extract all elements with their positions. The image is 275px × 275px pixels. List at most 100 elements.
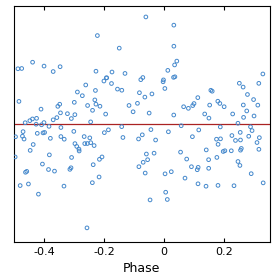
- Point: [218, 125, 222, 129]
- Point: [245, 92, 250, 97]
- Point: [196, 182, 200, 186]
- Point: [195, 167, 199, 172]
- Point: [26, 182, 31, 186]
- Point: [104, 76, 109, 80]
- Point: [175, 59, 179, 63]
- Point: [42, 120, 46, 125]
- Point: [140, 133, 144, 137]
- Point: [58, 111, 63, 115]
- Point: [20, 66, 24, 71]
- Point: [35, 131, 40, 136]
- Point: [120, 125, 124, 129]
- Point: [182, 104, 186, 109]
- Point: [137, 90, 142, 95]
- Point: [261, 181, 265, 185]
- Point: [218, 137, 223, 141]
- Point: [202, 112, 207, 116]
- Point: [104, 76, 109, 80]
- Point: [120, 88, 124, 92]
- Point: [169, 169, 174, 174]
- Point: [30, 117, 35, 121]
- Point: [207, 166, 211, 170]
- Point: [239, 146, 244, 151]
- Point: [232, 183, 236, 188]
- Point: [56, 104, 60, 109]
- Point: [31, 142, 35, 147]
- Point: [139, 78, 143, 82]
- Point: [95, 33, 100, 38]
- Point: [236, 121, 240, 125]
- Point: [252, 114, 256, 118]
- Point: [207, 103, 212, 107]
- Point: [166, 130, 170, 134]
- Point: [75, 144, 79, 148]
- Point: [62, 137, 67, 141]
- Point: [172, 113, 176, 117]
- Point: [229, 148, 233, 153]
- Point: [143, 95, 147, 99]
- Point: [163, 190, 168, 194]
- Point: [237, 81, 241, 86]
- Point: [110, 70, 114, 74]
- Point: [127, 103, 131, 108]
- Point: [207, 116, 211, 120]
- Point: [94, 69, 98, 73]
- Point: [80, 94, 84, 98]
- Point: [121, 135, 125, 140]
- Point: [21, 130, 25, 134]
- Point: [103, 112, 108, 116]
- Point: [171, 75, 176, 79]
- Point: [51, 69, 55, 74]
- Point: [22, 137, 26, 141]
- Point: [257, 147, 261, 152]
- Point: [85, 226, 89, 230]
- Point: [58, 65, 62, 69]
- Point: [16, 67, 20, 71]
- Point: [73, 112, 77, 117]
- Point: [244, 109, 249, 113]
- Point: [94, 102, 98, 106]
- Point: [72, 129, 76, 134]
- Point: [39, 123, 44, 127]
- Point: [92, 143, 96, 148]
- Point: [150, 92, 154, 96]
- Point: [137, 164, 141, 169]
- Point: [106, 128, 111, 132]
- Point: [257, 81, 261, 86]
- Point: [179, 123, 183, 128]
- Point: [102, 130, 106, 135]
- Point: [28, 148, 32, 153]
- Point: [255, 140, 259, 145]
- Point: [238, 148, 243, 152]
- Point: [13, 155, 17, 159]
- Point: [89, 141, 93, 145]
- Point: [172, 63, 177, 67]
- Point: [39, 107, 43, 111]
- Point: [261, 72, 265, 76]
- Point: [149, 127, 153, 132]
- Point: [72, 100, 76, 104]
- Point: [68, 167, 72, 172]
- Point: [31, 60, 35, 64]
- Point: [77, 147, 81, 151]
- Point: [13, 134, 18, 139]
- Point: [69, 116, 73, 121]
- Point: [165, 197, 169, 202]
- Point: [85, 141, 90, 146]
- Point: [173, 75, 177, 79]
- Point: [255, 103, 260, 107]
- Point: [216, 99, 220, 103]
- Point: [85, 103, 90, 108]
- Point: [28, 119, 32, 123]
- Point: [197, 128, 201, 132]
- Point: [163, 172, 167, 176]
- Point: [55, 116, 59, 120]
- Point: [248, 125, 253, 129]
- Point: [238, 163, 242, 168]
- Point: [241, 103, 246, 107]
- Point: [152, 151, 156, 155]
- Point: [23, 170, 28, 174]
- Point: [185, 157, 189, 161]
- Point: [204, 148, 208, 152]
- Point: [143, 171, 147, 175]
